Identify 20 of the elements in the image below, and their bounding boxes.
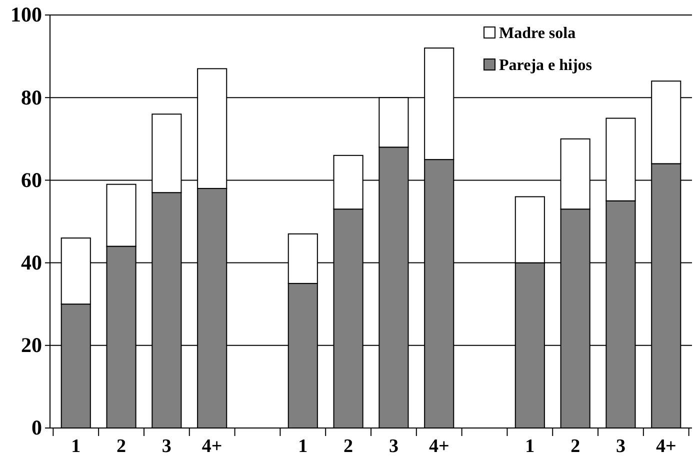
x-tick-label: 1	[71, 436, 81, 457]
x-tick-label: 4+	[202, 436, 222, 457]
y-tick-label: 40	[21, 250, 42, 275]
y-tick-label: 20	[21, 333, 42, 358]
y-tick-label: 100	[10, 2, 42, 27]
x-tick-label: 4+	[656, 436, 676, 457]
x-tick-label: 4+	[428, 436, 450, 457]
legend-label: Madre sola	[499, 25, 576, 42]
y-tick-label: 60	[21, 168, 42, 192]
x-tick-label: 2	[570, 436, 580, 457]
legend-label: Pareja e hijos	[499, 57, 592, 74]
y-tick-label: 0	[32, 416, 42, 440]
x-tick-label: 3	[162, 436, 172, 457]
x-tick-label: 2	[344, 436, 354, 457]
x-tick-label: 2	[116, 436, 126, 457]
x-tick-label: 3	[616, 436, 626, 457]
x-tick-label: 1	[298, 436, 308, 457]
y-tick-label: 80	[21, 85, 42, 110]
x-tick-label: 1	[525, 436, 535, 457]
x-tick-label: 3	[388, 436, 398, 457]
